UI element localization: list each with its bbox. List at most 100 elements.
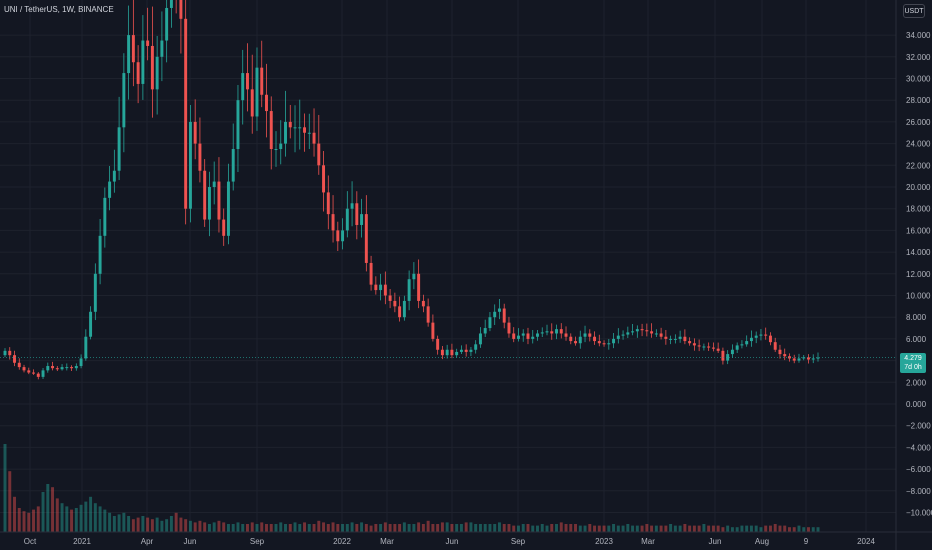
candle-body[interactable] bbox=[298, 127, 302, 129]
candle-body[interactable] bbox=[559, 329, 563, 334]
candle-body[interactable] bbox=[312, 132, 316, 144]
candle-body[interactable] bbox=[526, 333, 530, 339]
candle-body[interactable] bbox=[764, 334, 768, 336]
candle-body[interactable] bbox=[355, 203, 359, 225]
candle-body[interactable] bbox=[345, 208, 349, 231]
candle-body[interactable] bbox=[692, 343, 696, 346]
candle-body[interactable] bbox=[307, 132, 311, 134]
candle-body[interactable] bbox=[768, 335, 772, 343]
candle-body[interactable] bbox=[702, 346, 706, 348]
candle-body[interactable] bbox=[417, 273, 421, 301]
candle-body[interactable] bbox=[379, 284, 383, 291]
candle-body[interactable] bbox=[331, 214, 335, 231]
candle-body[interactable] bbox=[89, 311, 93, 337]
candle-body[interactable] bbox=[279, 143, 283, 150]
candle-body[interactable] bbox=[241, 73, 245, 101]
candle-body[interactable] bbox=[350, 203, 354, 209]
candle-body[interactable] bbox=[497, 308, 501, 312]
candle-body[interactable] bbox=[146, 40, 150, 46]
candle-body[interactable] bbox=[612, 338, 616, 344]
candle-body[interactable] bbox=[212, 181, 216, 187]
candle-body[interactable] bbox=[388, 295, 392, 301]
candle-body[interactable] bbox=[364, 214, 368, 263]
candle-body[interactable] bbox=[184, 18, 188, 209]
candle-body[interactable] bbox=[8, 350, 12, 356]
candle-body[interactable] bbox=[407, 279, 411, 301]
candle-body[interactable] bbox=[103, 197, 107, 236]
candle-body[interactable] bbox=[664, 336, 668, 339]
candle-body[interactable] bbox=[588, 333, 592, 337]
candle-body[interactable] bbox=[412, 273, 416, 280]
candle-body[interactable] bbox=[112, 170, 116, 182]
candle-body[interactable] bbox=[469, 349, 473, 352]
candle-body[interactable] bbox=[250, 89, 254, 117]
candle-body[interactable] bbox=[621, 334, 625, 336]
candle-body[interactable] bbox=[141, 40, 145, 84]
candle-body[interactable] bbox=[255, 67, 259, 117]
candle-body[interactable] bbox=[459, 349, 463, 352]
candle-body[interactable] bbox=[32, 372, 36, 374]
candle-body[interactable] bbox=[169, 0, 173, 8]
candle-body[interactable] bbox=[326, 192, 330, 215]
candle-body[interactable] bbox=[165, 7, 169, 41]
candle-body[interactable] bbox=[716, 348, 720, 351]
candle-body[interactable] bbox=[455, 351, 459, 356]
candle-body[interactable] bbox=[507, 322, 511, 334]
candle-body[interactable] bbox=[640, 329, 644, 331]
candle-body[interactable] bbox=[70, 367, 74, 369]
candle-body[interactable] bbox=[578, 336, 582, 344]
candle-body[interactable] bbox=[645, 330, 649, 332]
candle-body[interactable] bbox=[436, 338, 440, 350]
candlesticks[interactable] bbox=[3, 0, 820, 380]
candle-body[interactable] bbox=[265, 94, 268, 112]
candle-body[interactable] bbox=[22, 367, 26, 371]
candle-body[interactable] bbox=[669, 338, 673, 340]
candle-body[interactable] bbox=[688, 341, 692, 344]
candle-body[interactable] bbox=[754, 335, 758, 338]
candle-body[interactable] bbox=[707, 346, 711, 348]
candle-body[interactable] bbox=[274, 149, 278, 151]
price-axis[interactable]: 34.000 32.000 30.000 28.000 26.000 24.000 22.0… bbox=[895, 0, 932, 550]
candle-body[interactable] bbox=[360, 214, 364, 225]
candle-body[interactable] bbox=[531, 336, 535, 339]
candle-body[interactable] bbox=[564, 333, 568, 337]
candle-body[interactable] bbox=[616, 335, 620, 339]
candle-body[interactable] bbox=[36, 373, 40, 377]
candle-body[interactable] bbox=[402, 300, 406, 318]
candle-body[interactable] bbox=[284, 121, 287, 144]
candle-body[interactable] bbox=[127, 35, 131, 74]
candle-body[interactable] bbox=[550, 331, 554, 334]
candle-body[interactable] bbox=[602, 343, 606, 345]
candle-body[interactable] bbox=[450, 349, 454, 356]
candle-body[interactable] bbox=[778, 349, 782, 355]
candle-body[interactable] bbox=[160, 40, 164, 57]
candle-body[interactable] bbox=[421, 300, 425, 307]
candle-body[interactable] bbox=[231, 149, 235, 182]
candle-body[interactable] bbox=[440, 349, 444, 356]
candle-body[interactable] bbox=[245, 73, 249, 90]
candle-body[interactable] bbox=[236, 100, 240, 150]
candle-body[interactable] bbox=[222, 219, 226, 236]
candle-body[interactable] bbox=[3, 350, 7, 356]
candle-body[interactable] bbox=[502, 308, 506, 323]
candle-body[interactable] bbox=[516, 335, 520, 339]
candle-body[interactable] bbox=[41, 370, 45, 377]
candle-body[interactable] bbox=[303, 127, 307, 133]
candle-body[interactable] bbox=[555, 329, 558, 334]
candle-body[interactable] bbox=[683, 336, 687, 342]
candle-body[interactable] bbox=[607, 343, 611, 345]
candle-body[interactable] bbox=[730, 349, 734, 355]
candle-body[interactable] bbox=[745, 341, 749, 345]
candle-body[interactable] bbox=[536, 333, 539, 337]
candle-body[interactable] bbox=[569, 336, 573, 342]
candle-body[interactable] bbox=[17, 362, 21, 368]
candle-body[interactable] bbox=[108, 181, 112, 198]
candle-body[interactable] bbox=[792, 358, 796, 361]
candle-body[interactable] bbox=[226, 181, 230, 236]
candle-body[interactable] bbox=[369, 262, 373, 285]
candle-body[interactable] bbox=[74, 366, 78, 369]
candle-body[interactable] bbox=[93, 273, 97, 312]
candle-body[interactable] bbox=[711, 347, 715, 349]
candle-body[interactable] bbox=[393, 300, 397, 307]
